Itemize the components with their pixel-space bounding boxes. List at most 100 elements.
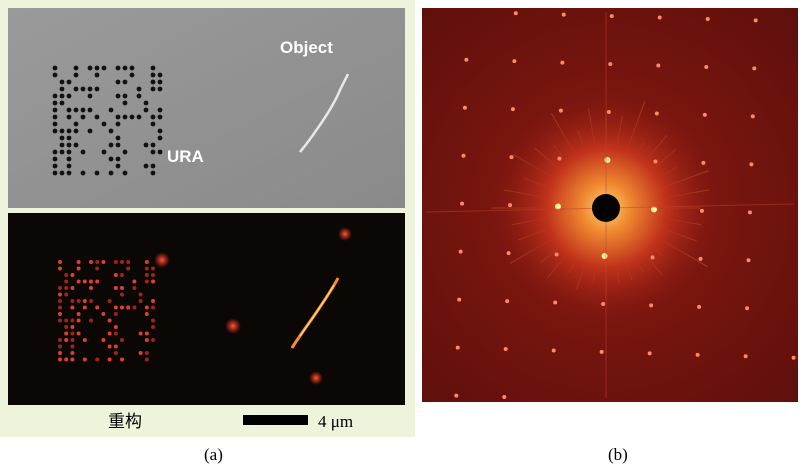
ura-dot [108,299,112,303]
ura-hole [109,129,114,134]
ura-hole [158,80,163,85]
spot [745,306,749,310]
spot [463,106,467,110]
ura-dot [151,319,155,323]
ura-dot [70,358,74,362]
ura-hole [60,80,65,85]
ura-dot [64,293,68,297]
ura-dot [126,267,130,271]
ura-hole [158,129,163,134]
ura-dot [64,286,68,290]
ura-dot [64,338,68,342]
ura-hole [123,80,128,85]
ura-hole [67,94,72,99]
spot [457,298,461,302]
ura-hole [74,143,79,148]
ura-hole [151,115,156,120]
spot [700,209,704,213]
ura-hole [81,87,86,92]
ura-hole [137,87,142,92]
ura-dot [145,267,149,271]
spot [706,17,710,21]
ura-dot [114,345,118,349]
ura-dot [114,325,118,329]
ura-dot [151,338,155,342]
ura-dot [114,332,118,336]
sem-image [8,8,405,208]
ura-dot [145,351,149,355]
ura-hole [158,73,163,78]
spot [703,113,707,117]
spot [456,346,460,350]
ura-hole [137,94,142,99]
spot [557,157,561,161]
ura-hole [60,171,65,176]
ura-dot [108,332,112,336]
ura-hole [116,122,121,127]
spot [560,61,564,65]
ura-dot [89,286,93,290]
ura-dot [145,332,149,336]
spot [555,253,559,257]
ura-dot [58,299,62,303]
ura-hole [123,150,128,155]
ura-dot [77,260,81,264]
ura-hole [151,73,156,78]
spot [751,114,755,118]
ura-hole [67,150,72,155]
ura-dot [145,280,149,284]
ura-hole [123,94,128,99]
ura-hole [53,171,58,176]
ura-hole [123,101,128,106]
ura-dot [120,273,124,277]
spot [502,395,506,399]
spot [552,348,556,352]
ura-hole [60,94,65,99]
spot [610,14,614,18]
spot [653,159,657,163]
ura-hole [95,115,100,120]
figure: Object URA 重构 4 μm (a) (b) [0,0,804,465]
ura-hole [74,73,79,78]
ura-label: URA [167,147,204,166]
ura-hole [53,129,58,134]
ura-hole [67,143,72,148]
spot [651,255,655,259]
ura-hole [67,157,72,162]
ura-dot [58,312,62,316]
spot [648,351,652,355]
ura-dot [114,351,118,355]
ura-dot [58,358,62,362]
ura-dot [95,306,99,310]
ura-dot [70,325,74,329]
ura-hole [151,150,156,155]
ura-hole [53,101,58,106]
ura-dot [95,260,99,264]
spot [604,157,610,163]
spot [553,301,557,305]
ura-hole [116,66,121,71]
spot [608,62,612,66]
ura-hole [88,87,93,92]
ura-dot [151,299,155,303]
spot [601,302,605,306]
reconstruction-image [8,213,405,405]
ura-dot [89,319,93,323]
ura-hole [53,115,58,120]
blob [309,371,323,385]
ura-dot [70,345,74,349]
ura-hole [67,136,72,141]
ura-dot [101,338,105,342]
ura-dot [64,273,68,277]
beam-stop [592,194,620,222]
ura-hole [74,87,79,92]
ura-dot [64,332,68,336]
spot [704,65,708,69]
spot [509,155,513,159]
ura-dot [83,358,87,362]
ura-hole [151,87,156,92]
scale-bar-label: 4 μm [318,412,353,431]
ura-hole [116,136,121,141]
ura-dot [145,306,149,310]
spot [655,111,659,115]
